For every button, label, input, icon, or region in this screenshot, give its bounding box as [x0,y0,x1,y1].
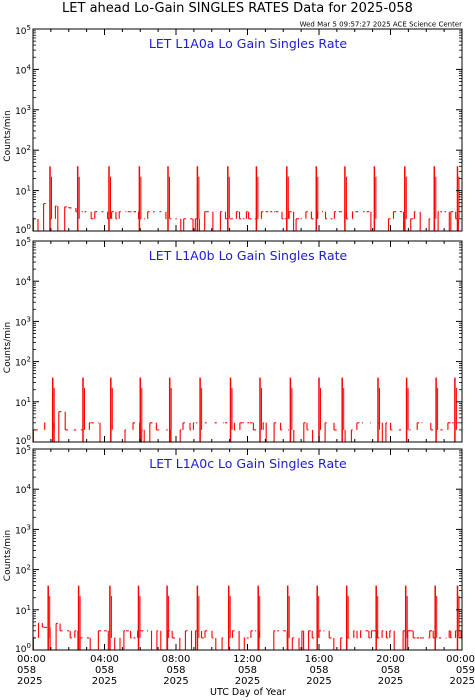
y-tick-label: 102 [15,564,31,577]
x-tick-label: 059 [456,665,475,676]
x-tick-label: 058 [95,665,114,676]
y-tick-label: 101 [15,604,31,617]
plot-frame [32,240,463,443]
x-tick-label: 08:00 [162,654,191,665]
chart-subtitle: Wed Mar 5 09:57:27 2025 ACE Science Cent… [300,21,463,29]
y-tick-label: 100 [15,434,31,447]
x-tick-label: 00:00 [17,654,46,665]
y-tick-label: 101 [15,185,31,198]
x-tick-label: 00:00 [446,654,475,665]
x-tick-label: 2025 [92,676,117,687]
y-axis-label: Counts/min [3,110,13,161]
y-tick-label: 103 [15,315,31,328]
y-tick-label: 104 [15,63,31,76]
x-tick-label: 2025 [378,676,403,687]
x-tick-label: 2025 [17,676,42,687]
x-tick-label: 058 [238,665,257,676]
y-tick-label: 102 [15,356,31,369]
y-tick-label: 104 [15,483,31,496]
x-tick-label: 058 [17,665,36,676]
y-axis-label: Counts/min [3,322,13,373]
y-tick-label: 105 [15,236,31,249]
x-tick-label: 2025 [235,676,260,687]
chart-panel-3: LET L1A0c Lo Gain Singles Rate Counts/min… [3,444,463,655]
x-tick-label: 20:00 [376,654,405,665]
y-tick-label: 102 [15,144,31,157]
y-tick-label: 101 [15,396,31,409]
y-tick-label: 100 [15,642,31,655]
x-tick-label: 058 [166,665,185,676]
y-tick-label: 105 [15,444,31,457]
plot-frame [32,28,463,232]
panel-title: LET L1A0a Lo Gain Singles Rate [149,36,347,51]
y-tick-label: 105 [15,24,31,37]
x-axis-label: UTC Day of Year [210,687,286,698]
x-tick-label: 04:00 [90,654,119,665]
panel-title: LET L1A0b Lo Gain Singles Rate [149,248,348,263]
y-tick-label: 103 [15,104,31,117]
x-tick-label: 16:00 [305,654,334,665]
x-tick-label: 2025 [450,676,475,687]
data-series [32,377,459,443]
x-tick-label: 2025 [163,676,188,687]
x-tick-label: 058 [381,665,400,676]
y-tick-label: 104 [15,275,31,288]
x-tick-label: 12:00 [233,654,262,665]
chart-panel-1: LET L1A0a Lo Gain Singles Rate Counts/min… [3,24,463,236]
chart-panel-2: LET L1A0b Lo Gain Singles Rate Counts/min… [3,236,463,447]
data-series [32,166,461,232]
y-axis-label: Counts/min [3,530,13,581]
x-tick-label: 058 [309,665,328,676]
data-series [32,585,462,651]
panel-title: LET L1A0c Lo Gain Singles Rate [149,456,347,471]
y-tick-label: 103 [15,523,31,536]
x-tick-label: 2025 [306,676,331,687]
chart-title: LET ahead Lo-Gain SINGLES RATES Data for… [62,1,413,16]
y-tick-label: 100 [15,223,31,236]
plot-frame [32,448,463,651]
